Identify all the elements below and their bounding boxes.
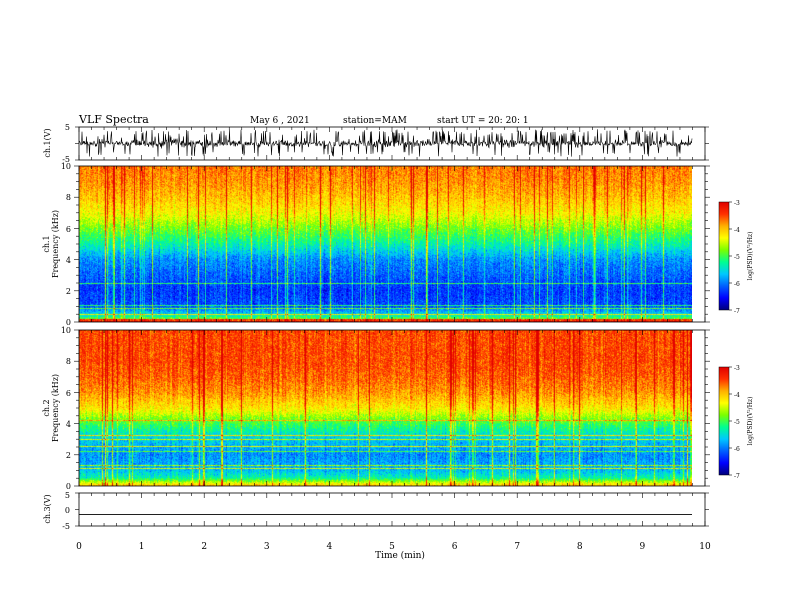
ch1-ytick-bottom: -5 xyxy=(62,155,70,164)
ch1-ytick-6: 6 xyxy=(66,225,71,234)
xtick-5: 5 xyxy=(389,542,395,552)
ch1-cb-tick-m5: -5 xyxy=(734,254,740,261)
ch2-ytick-4: 4 xyxy=(66,420,71,429)
ch2-cb-label: log(PSD)(V²/Hz) xyxy=(747,397,754,446)
xtick-7: 7 xyxy=(514,542,520,552)
xtick-10: 10 xyxy=(699,542,711,552)
ch1-ytick-4: 4 xyxy=(66,256,71,265)
ch2-ytick-2: 2 xyxy=(66,451,71,460)
x-axis-label: Time (min) xyxy=(375,550,425,561)
ch1-cb-tick-m6: -6 xyxy=(734,281,740,288)
figure-title: VLF Spectra xyxy=(78,113,149,126)
xtick-2: 2 xyxy=(201,542,207,552)
ch2-channel-label: ch.2 xyxy=(42,399,51,416)
ch1-ytick-8: 8 xyxy=(66,193,71,202)
ch3-ytick-mid: 0 xyxy=(65,506,70,515)
station-label: station=MAM xyxy=(343,116,407,126)
ch2-cb-tick-m5: -5 xyxy=(734,419,740,426)
ch2-ytick-8: 8 xyxy=(66,357,71,366)
ch2-colorbar: -3 -4 -5 -6 -7 log(PSD)(V²/Hz) xyxy=(718,365,754,480)
ch1-ytick-0: 0 xyxy=(66,318,71,327)
ch1-colorbar: -3 -4 -5 -6 -7 log(PSD)(V²/Hz) xyxy=(718,200,754,315)
ch2-spectrogram-panel: 0 2 4 6 8 10 ch.2 Frequency (kHz) xyxy=(42,326,706,491)
ch1-frequency-label: Frequency (kHz) xyxy=(51,210,60,278)
ch1-ytick-2: 2 xyxy=(66,287,71,296)
axis-ticks xyxy=(74,126,732,527)
ch2-cb-tick-m4: -4 xyxy=(734,392,740,399)
xtick-1: 1 xyxy=(139,542,145,552)
ch2-cb-tick-m7: -7 xyxy=(734,473,740,480)
xtick-8: 8 xyxy=(577,542,583,552)
ch3-ylabel: ch.3(V) xyxy=(43,494,52,523)
xtick-6: 6 xyxy=(452,542,458,552)
ch1-spectrogram-image xyxy=(79,166,692,322)
ch2-cb-tick-m6: -6 xyxy=(734,446,740,453)
ch2-colorbar-bar xyxy=(718,366,730,476)
xtick-3: 3 xyxy=(264,542,270,552)
ch2-spectrogram-image xyxy=(79,330,692,486)
xtick-0: 0 xyxy=(76,542,82,552)
ch1-spectrogram-panel: 0 2 4 6 8 10 ch.1 Frequency (kHz) xyxy=(42,162,706,327)
xtick-9: 9 xyxy=(640,542,646,552)
ch3-waveform-panel: 5 0 -5 ch.3(V) xyxy=(43,491,706,531)
start-time-label: start UT = 20: 20: 1 xyxy=(437,116,529,126)
ch1-waveform-panel: 5 -5 ch.1(V) xyxy=(43,123,706,164)
ch1-ylabel: ch.1(V) xyxy=(43,128,52,157)
ch2-frequency-label: Frequency (kHz) xyxy=(51,374,60,442)
ch1-cb-tick-m7: -7 xyxy=(734,308,740,315)
x-axis: 0 1 2 3 4 5 6 7 8 9 10 Time (min) xyxy=(76,542,711,561)
ch1-channel-label: ch.1 xyxy=(42,235,51,252)
ch1-ytick-top: 5 xyxy=(65,123,70,132)
ch2-ytick-0: 0 xyxy=(66,482,71,491)
ch1-cb-tick-m3: -3 xyxy=(734,200,740,207)
date-label: May 6 , 2021 xyxy=(250,116,310,126)
ch1-ytick-10: 10 xyxy=(61,162,71,171)
ch3-ytick-top: 5 xyxy=(65,491,70,500)
ch2-cb-tick-m3: -3 xyxy=(734,365,740,372)
ch1-cb-label: log(PSD)(V²/Hz) xyxy=(747,232,754,281)
ch2-ytick-10: 10 xyxy=(61,326,71,335)
ch3-ytick-bottom: -5 xyxy=(62,522,70,531)
ch2-ytick-6: 6 xyxy=(66,389,71,398)
ch1-colorbar-bar xyxy=(718,201,730,311)
xtick-4: 4 xyxy=(327,542,333,552)
ch1-cb-tick-m4: -4 xyxy=(734,227,740,234)
ch1-waveform-trace xyxy=(78,129,693,157)
